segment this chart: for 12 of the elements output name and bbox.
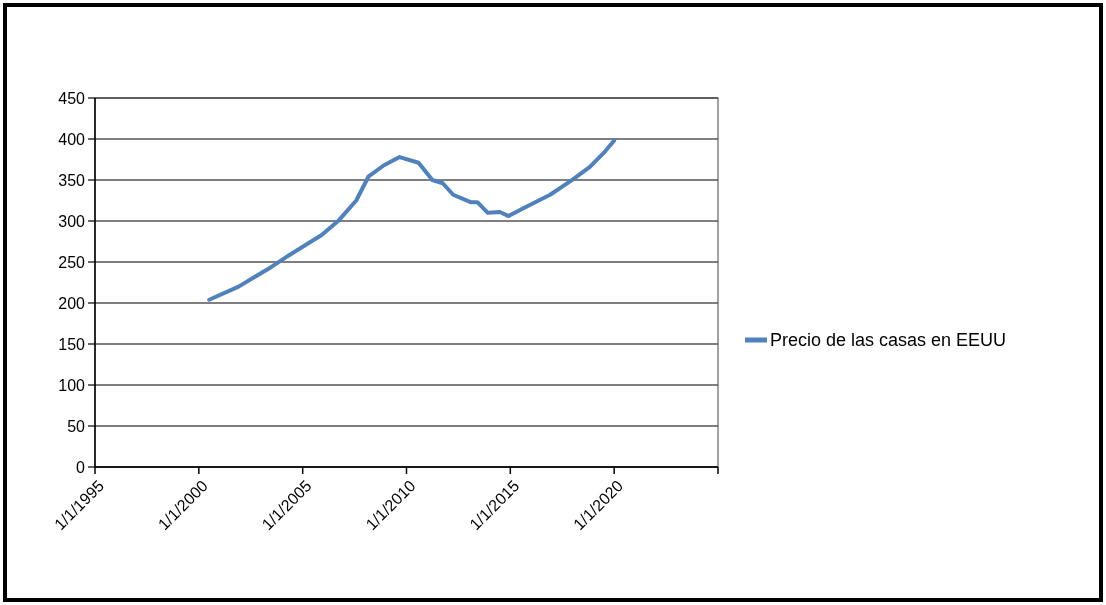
y-tick-label: 450: [58, 89, 86, 107]
y-tick-label: 300: [58, 212, 86, 230]
y-tick-label: 400: [58, 130, 86, 148]
y-tick-label: 50: [67, 417, 86, 435]
y-tick-label: 150: [58, 335, 86, 353]
legend-label: Precio de las casas en EEUU: [770, 330, 1007, 351]
y-tick-label: 350: [58, 171, 86, 189]
y-tick-label: 200: [58, 294, 86, 312]
y-tick-label: 100: [58, 376, 86, 394]
line-series: [207, 138, 617, 302]
y-tick-label: 0: [76, 458, 86, 476]
y-tick-label: 250: [58, 253, 86, 271]
